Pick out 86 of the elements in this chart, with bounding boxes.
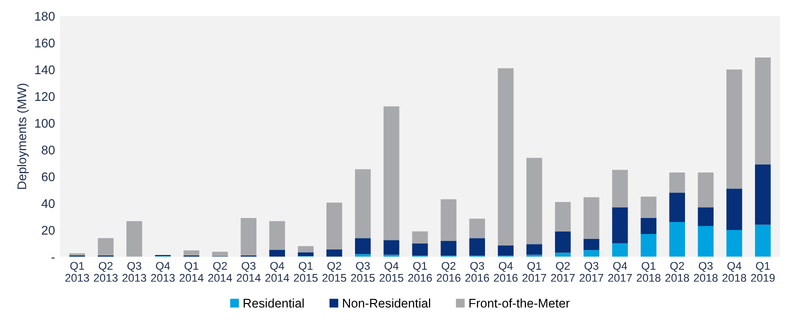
bar: [355, 169, 371, 238]
bar: [640, 218, 656, 234]
bar: [669, 192, 685, 222]
x-tick-label: Q4 2015: [380, 262, 404, 282]
legend-label: Residential: [244, 298, 304, 308]
bar: [726, 230, 742, 257]
legend-label: Front-of-the-Meter: [469, 298, 570, 308]
bar: [469, 218, 485, 238]
x-tick-label: Q4 2018: [722, 262, 746, 282]
bar: [669, 222, 685, 257]
y-tick-label: 80: [42, 146, 55, 154]
legend-label: Non-Residential: [343, 298, 430, 308]
y-tick-label: 160: [35, 38, 55, 48]
bar: [584, 238, 600, 250]
y-tick-label: 60: [42, 172, 55, 182]
x-tick-label: Q1 2013: [65, 262, 90, 282]
bar: [126, 221, 142, 257]
x-tick-label: Q4 2013: [151, 262, 175, 282]
x-tick-label: Q1 2018: [636, 262, 660, 282]
x-tick-label: Q2 2015: [322, 262, 346, 282]
bar: [326, 249, 342, 257]
bar: [384, 106, 400, 240]
bar: [640, 196, 656, 218]
x-tick-label: Q1 2019: [751, 262, 775, 282]
x-tick-label: Q2 2014: [208, 262, 232, 282]
x-tick-label: Q1 2016: [408, 262, 432, 282]
bar: [412, 243, 428, 256]
bar: [355, 254, 371, 257]
bar: [240, 218, 256, 256]
x-tick-label: Q3 2014: [236, 262, 261, 282]
y-tick-label: 40: [42, 199, 55, 208]
y-tick-label: 120: [35, 92, 55, 101]
x-tick-label: Q4 2017: [608, 262, 632, 282]
bar: [412, 231, 428, 244]
bar: [612, 207, 628, 244]
bar: [526, 244, 542, 255]
x-tick-label: Q2 2018: [665, 262, 690, 282]
y-tick-label: 20: [42, 226, 55, 235]
bar: [498, 245, 514, 256]
bar: [698, 172, 714, 208]
bar: [98, 238, 114, 256]
bar: [755, 164, 771, 225]
bar: [212, 252, 228, 256]
bar: [498, 68, 514, 246]
bar: [669, 172, 685, 193]
bar: [384, 240, 400, 255]
bar: [184, 250, 200, 256]
bar: [726, 188, 742, 230]
x-tick-label: Q3 2016: [465, 262, 490, 282]
y-tick-label: 180: [35, 12, 55, 21]
x-tick-label: Q1 2014: [180, 262, 204, 282]
x-tick-label: Q2 2013: [94, 262, 118, 282]
x-tick-label: Q2 2017: [551, 262, 575, 282]
x-tick-label: Q3 2017: [580, 262, 604, 282]
bar: [326, 202, 342, 250]
bar: [269, 221, 285, 250]
bar: [698, 207, 714, 226]
bar: [440, 240, 456, 256]
bar: [355, 238, 371, 254]
bar: [584, 197, 600, 239]
bar: [698, 226, 714, 257]
bar: [755, 224, 771, 257]
bar: [755, 58, 771, 165]
y-axis-title: Deployments (MW): [17, 84, 29, 189]
bar: [555, 202, 571, 232]
bar: [269, 250, 285, 257]
bar: [555, 231, 571, 253]
x-tick-label: Q1 2015: [294, 262, 318, 282]
y-tick-label: 100: [35, 118, 55, 128]
bar: [584, 250, 600, 257]
x-tick-label: Q4 2014: [265, 262, 290, 282]
x-tick-label: Q1 2017: [522, 262, 546, 282]
bar: [526, 158, 542, 244]
x-tick-label: Q3 2018: [694, 262, 718, 282]
x-tick-label: Q4 2016: [494, 262, 518, 282]
bar: [440, 199, 456, 241]
y-tick-label: 140: [35, 65, 55, 74]
bar: [612, 170, 628, 208]
x-tick-label: Q3 2013: [122, 262, 146, 282]
x-tick-label: Q2 2016: [436, 262, 460, 282]
bar: [298, 246, 314, 252]
bar: [612, 243, 628, 257]
x-tick-label: Q3 2015: [351, 262, 375, 282]
bar: [469, 238, 485, 256]
bar: [726, 70, 742, 189]
bar: [640, 234, 656, 257]
